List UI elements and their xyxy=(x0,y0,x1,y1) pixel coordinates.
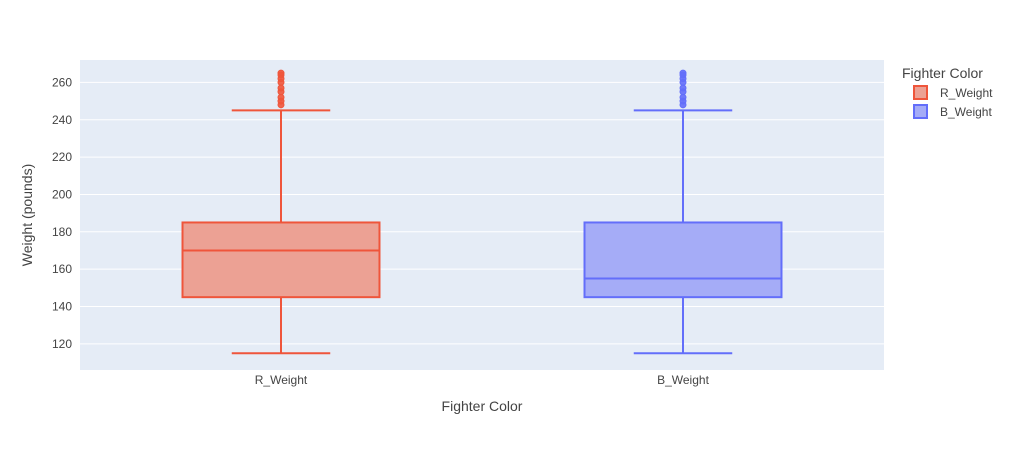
y-axis-ticks: 120 140 160 180 200 220 240 260 xyxy=(52,75,72,350)
y-tick-label: 160 xyxy=(52,262,72,276)
legend-label: R_Weight xyxy=(940,86,993,100)
legend-item-R_Weight: R_Weight xyxy=(913,85,993,100)
legend-item-B_Weight: B_Weight xyxy=(913,104,992,119)
x-axis-title: Fighter Color xyxy=(442,398,523,414)
y-tick-label: 260 xyxy=(52,75,72,89)
y-tick-label: 200 xyxy=(52,187,72,201)
outlier-point xyxy=(679,93,687,101)
x-tick-label: R_Weight xyxy=(255,373,308,387)
outlier-point xyxy=(679,69,687,77)
box-R_Weight xyxy=(181,69,381,355)
y-tick-label: 240 xyxy=(52,113,72,127)
y-tick-label: 140 xyxy=(52,300,72,314)
legend-title: Fighter Color xyxy=(902,65,983,81)
y-tick-label: 220 xyxy=(52,150,72,164)
outlier-point xyxy=(277,93,285,101)
box-series xyxy=(181,69,783,355)
legend: Fighter Color R_Weight B_Weight xyxy=(902,65,993,119)
outlier-point xyxy=(679,84,687,92)
y-axis-title: Weight (pounds) xyxy=(19,164,35,266)
outlier-point xyxy=(277,84,285,92)
x-tick-label: B_Weight xyxy=(657,373,709,387)
x-axis-ticks: R_Weight B_Weight xyxy=(255,373,710,387)
plot-area-background xyxy=(80,60,884,370)
y-tick-label: 120 xyxy=(52,337,72,351)
legend-swatch xyxy=(913,104,928,119)
iqr-box xyxy=(583,221,783,299)
legend-swatch xyxy=(913,85,928,100)
legend-label: B_Weight xyxy=(940,105,992,119)
y-tick-label: 180 xyxy=(52,225,72,239)
box-B_Weight xyxy=(583,69,783,355)
outlier-point xyxy=(277,69,285,77)
iqr-box xyxy=(181,221,381,299)
